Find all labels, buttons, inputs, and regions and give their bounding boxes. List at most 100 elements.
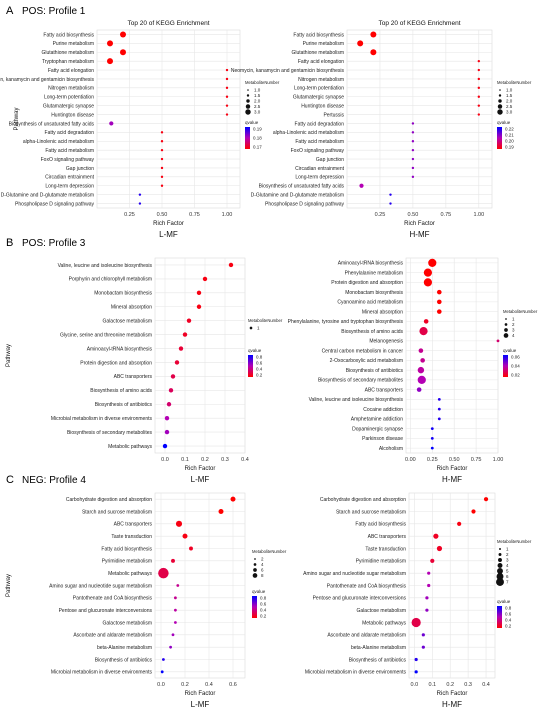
x-tick-label: 0.4 bbox=[205, 682, 213, 688]
category-label: Long-term depression bbox=[295, 175, 344, 181]
size-legend-marker bbox=[247, 89, 249, 91]
size-legend-label: 1 bbox=[506, 547, 509, 552]
category-label: Starch and sucrose metabolism bbox=[336, 509, 406, 515]
x-tick-label: 0.0 bbox=[157, 682, 165, 688]
category-label: Ascorbate and aldarate metabolism bbox=[327, 633, 406, 639]
data-point bbox=[218, 509, 224, 514]
category-label: Gap junction bbox=[316, 157, 344, 163]
data-point bbox=[158, 567, 169, 579]
category-label: Pertussis bbox=[323, 112, 344, 118]
category-label: Fatty acid elongation bbox=[298, 59, 344, 65]
size-legend-title: MetaboliteNumber bbox=[503, 309, 538, 314]
data-point bbox=[107, 58, 113, 65]
data-point bbox=[166, 402, 172, 407]
category-label: Valine, leucine and isoleucine biosynthe… bbox=[309, 397, 404, 403]
size-legend-marker bbox=[504, 323, 508, 326]
y-axis-label: Pathway bbox=[6, 574, 12, 597]
data-point bbox=[160, 670, 164, 674]
category-label: Phospholipase D signaling pathway bbox=[15, 201, 94, 207]
category-label: Galactose metabolism bbox=[357, 608, 406, 614]
size-legend-marker bbox=[498, 99, 502, 103]
data-point bbox=[411, 131, 415, 134]
category-label: Monobactam biosynthesis bbox=[345, 290, 403, 296]
chart-panel-1: 0.25 0.50 0.75 1.00 Fatty acid biosynthesis P… bbox=[0, 20, 280, 239]
y-axis-label: Pathway bbox=[6, 344, 12, 367]
category-label: Tryptophan metabolism bbox=[42, 59, 94, 65]
category-label: Mineral absorption bbox=[111, 305, 152, 311]
x-tick-label: 0.2 bbox=[446, 682, 454, 688]
size-legend-label: 3.0 bbox=[506, 110, 513, 115]
color-legend-title: qvalue bbox=[245, 120, 259, 125]
color-legend-label: 0.4 bbox=[256, 367, 263, 372]
color-legend-label: 0.6 bbox=[256, 361, 263, 366]
x-tick-label: 0.75 bbox=[441, 212, 452, 218]
category-label: Phenylalanine metabolism bbox=[345, 270, 403, 276]
category-label: Taste transduction bbox=[365, 546, 406, 552]
data-point bbox=[170, 374, 176, 379]
size-legend-marker bbox=[503, 333, 509, 338]
color-legend-bar bbox=[245, 127, 250, 149]
color-legend-label: 0.8 bbox=[260, 596, 267, 601]
data-point bbox=[414, 670, 418, 674]
data-point bbox=[457, 521, 462, 526]
size-legend-label: 1 bbox=[512, 317, 515, 322]
data-point bbox=[416, 387, 422, 392]
data-point bbox=[411, 166, 415, 170]
x-tick-label: 1.00 bbox=[473, 212, 484, 218]
category-label: Melanogenesis bbox=[369, 339, 403, 345]
data-point bbox=[174, 360, 180, 365]
data-point bbox=[421, 633, 425, 637]
data-point bbox=[120, 31, 126, 38]
color-legend-label: 0.22 bbox=[505, 127, 514, 132]
size-legend-label: 2.0 bbox=[506, 99, 513, 104]
data-point bbox=[160, 131, 164, 134]
x-tick-label: 1.00 bbox=[222, 212, 233, 218]
category-label: ABC transporters bbox=[368, 534, 407, 540]
data-point bbox=[477, 113, 481, 116]
size-legend-label: 1 bbox=[257, 326, 260, 331]
x-tick-label: 0.25 bbox=[427, 457, 438, 463]
chart-title: Top 20 of KEGG Enrichment bbox=[378, 20, 460, 27]
data-point bbox=[430, 558, 435, 563]
category-label: Pantothenate and CoA biosynthesis bbox=[327, 583, 407, 589]
x-tick-label: 0.50 bbox=[408, 212, 419, 218]
data-point bbox=[174, 608, 177, 612]
panel-label: H-MF bbox=[410, 230, 430, 239]
category-label: Phospholipase D signaling pathway bbox=[265, 201, 344, 207]
data-point bbox=[419, 327, 428, 336]
size-legend-marker bbox=[505, 318, 507, 320]
x-axis-label: Rich Factor bbox=[185, 691, 216, 697]
data-point bbox=[162, 443, 168, 449]
data-point bbox=[160, 175, 164, 179]
category-label: Phenylalanine, tyrosine and tryptophan b… bbox=[288, 319, 404, 325]
size-legend-label: 5 bbox=[506, 569, 509, 574]
size-legend-label: 4 bbox=[512, 333, 515, 338]
category-label: Circadian entrainment bbox=[45, 175, 95, 181]
data-point bbox=[421, 645, 425, 649]
size-legend-marker bbox=[497, 563, 503, 568]
section-label-c: C bbox=[6, 474, 14, 486]
data-point bbox=[430, 436, 434, 440]
x-tick-label: 0.6 bbox=[229, 682, 237, 688]
category-label: Nitrogen metabolism bbox=[48, 86, 94, 92]
data-point bbox=[411, 122, 415, 125]
color-legend-bar bbox=[503, 355, 508, 377]
data-point bbox=[420, 358, 425, 363]
panel-label: L-MF bbox=[191, 700, 210, 709]
size-legend-label: 2 bbox=[261, 557, 264, 562]
data-point bbox=[389, 202, 392, 205]
data-point bbox=[471, 509, 476, 514]
category-label: Central carbon metabolism in cancer bbox=[322, 348, 404, 354]
data-point bbox=[171, 558, 175, 563]
category-label: Dopaminergic synapse bbox=[352, 426, 403, 432]
category-label: Nitrogen metabolism bbox=[298, 77, 344, 83]
category-label: Biosynthesis of secondary metabolites bbox=[318, 378, 404, 384]
color-legend-label: 0.6 bbox=[505, 612, 512, 617]
category-label: Fatty acid biosynthesis bbox=[43, 32, 94, 38]
category-label: Protein digestion and absorption bbox=[331, 280, 403, 286]
color-legend-title: qvalue bbox=[497, 599, 511, 604]
size-legend-marker bbox=[253, 568, 257, 572]
color-legend-label: 0.2 bbox=[256, 373, 263, 378]
category-label: Fatty acid degradation bbox=[45, 130, 95, 136]
data-point bbox=[423, 268, 433, 277]
